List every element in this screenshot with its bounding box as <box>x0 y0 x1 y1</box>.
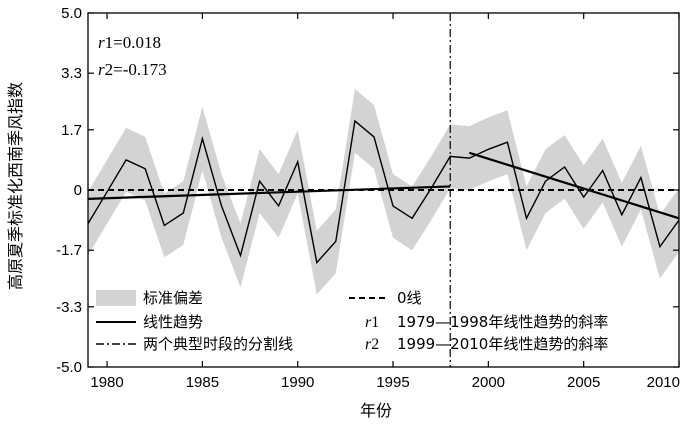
legend-label-divider: 两个典型时段的分割线 <box>143 335 293 353</box>
axes: 5.0 3.3 1.7 0 -1.7 -3.3 -5.0 1980 1985 1990 1995 20… <box>56 5 680 391</box>
legend-label-zero: 0线 <box>397 289 422 307</box>
annotation-r2: r2=-0.173 <box>98 60 167 79</box>
y-tick-label: -5.0 <box>56 359 82 376</box>
legend-swatch-band <box>96 290 136 306</box>
y-tick-label: 5.0 <box>61 5 82 22</box>
legend-label-r1: r1 <box>365 314 379 331</box>
x-tick-label: 1985 <box>186 374 219 391</box>
x-axis-title: 年份 <box>360 401 392 420</box>
x-tick-label: 1990 <box>281 374 314 391</box>
y-tick-label: 3.3 <box>61 65 82 82</box>
y-tick-label: 0 <box>74 182 82 199</box>
series-line-index <box>87 119 680 265</box>
legend: 标准偏差 0线 线性趋势 r1 1979—1998年线性趋势的斜率 两个典型时段… <box>96 289 608 353</box>
legend-label-r2: r2 <box>365 336 379 353</box>
annotation-r1: r1=0.018 <box>98 33 161 52</box>
legend-desc-r1: 1979—1998年线性趋势的斜率 <box>397 313 608 331</box>
x-tick-label: 2010 <box>647 374 680 391</box>
legend-label-trend: 线性趋势 <box>143 313 203 331</box>
y-tick-label: -3.3 <box>56 299 82 316</box>
y-tick-label: 1.7 <box>61 122 82 139</box>
y-axis-title: 高原夏季标准化西南季风指数 <box>6 82 25 290</box>
trend-line-1999-2010 <box>468 151 680 220</box>
x-tick-label: 1995 <box>376 374 409 391</box>
x-tick-label: 2005 <box>567 374 600 391</box>
x-tick-label: 2000 <box>472 374 505 391</box>
x-tick-label: 1980 <box>90 374 123 391</box>
y-tick-label: -1.7 <box>56 242 82 259</box>
legend-label-band: 标准偏差 <box>143 289 203 307</box>
legend-desc-r2: 1999—2010年线性趋势的斜率 <box>397 335 608 353</box>
plot-area <box>87 13 680 367</box>
